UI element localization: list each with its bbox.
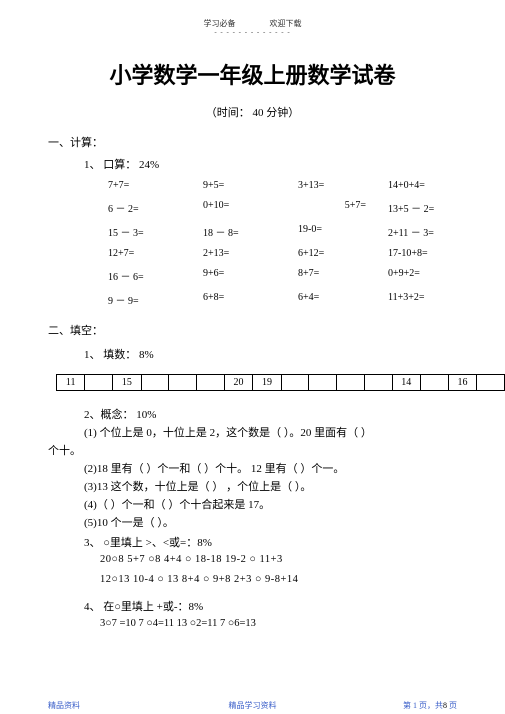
calc-cell: 14+0+4= — [388, 180, 478, 191]
num-cell: 15 — [113, 375, 141, 391]
num-cell: 20 — [224, 375, 252, 391]
calc-cell: 9+5= — [203, 180, 298, 191]
section-1-heading: 一、计算： — [48, 134, 103, 150]
concept-q4: (4)（ ）个一和（ ）个十合起来是 17。 — [84, 496, 484, 512]
ops-row: 3○7 =10 7 ○4=11 13 ○2=11 7 ○6=13 — [100, 618, 256, 629]
calc-cell: 2+11 － 3= — [388, 224, 478, 239]
calc-cell: 6+4= — [298, 292, 388, 307]
compare-row-1: 20○8 5+7 ○8 4+4 ○ 18-18 19-2 ○ 11+3 — [100, 554, 283, 565]
calc-row: 12+7= 2+13= 6+12= 17-10+8= — [108, 248, 478, 259]
calc-cell: 18 － 8= — [203, 224, 298, 239]
calc-grid: 7+7= 9+5= 3+13= 14+0+4= 6 － 2= 0+10= 5+7… — [108, 180, 478, 316]
calc-cell: 0+9+2= — [388, 268, 478, 283]
calc-row: 15 － 3= 18 － 8= 19-0= 2+11 － 3= — [108, 224, 478, 239]
num-cell — [309, 375, 337, 391]
num-cell — [421, 375, 449, 391]
calc-cell: 16 － 6= — [108, 268, 203, 283]
page-subtitle: （时间： 40 分钟） — [0, 104, 505, 120]
num-cell — [281, 375, 309, 391]
concept-q2: (2)18 里有（ ）个一和（ ）个十。 12 里有（ ）个一。 — [84, 460, 484, 476]
calc-cell: 3+13= — [298, 180, 388, 191]
num-cell: 11 — [57, 375, 85, 391]
calc-cell: 13+5 － 2= — [388, 200, 478, 215]
concept-q1: (1) 个位上是 0，十位上是 2，这个数是（ ）。20 里面有（ ） — [84, 424, 484, 440]
section-2-heading: 二、填空： — [48, 322, 103, 338]
calc-cell: 9 － 9= — [108, 292, 203, 307]
calc-cell: 9+6= — [203, 268, 298, 283]
num-cell: 14 — [392, 375, 420, 391]
header-dash: - - - - - - - - - - - - - — [0, 28, 505, 36]
num-cell — [337, 375, 365, 391]
calc-row: 9 － 9= 6+8= 6+4= 11+3+2= — [108, 292, 478, 307]
num-cell: 16 — [448, 375, 476, 391]
calc-cell: 6 － 2= — [108, 200, 203, 215]
num-cell — [477, 375, 505, 391]
calc-cell: 5+7= — [298, 200, 388, 215]
header-right: 欢迎下载 — [270, 19, 302, 28]
num-cell — [197, 375, 225, 391]
concept-q3: (3)13 这个数，十位上是（ ） ，个位上是（ ）。 — [84, 478, 484, 494]
section-1-sub: 1、 口算： 24% — [84, 156, 159, 172]
calc-row: 7+7= 9+5= 3+13= 14+0+4= — [108, 180, 478, 191]
number-sequence-table: 11 15 20 19 14 16 — [56, 374, 505, 391]
concept-heading: 2、概念： 10% — [84, 406, 156, 422]
calc-cell: 19-0= — [298, 224, 388, 239]
page-title: 小学数学一年级上册数学试卷 — [0, 58, 505, 90]
num-cell — [85, 375, 113, 391]
calc-row: 16 － 6= 9+6= 8+7= 0+9+2= — [108, 268, 478, 283]
calc-cell: 17-10+8= — [388, 248, 478, 259]
calc-cell: 15 － 3= — [108, 224, 203, 239]
concept-q5: (5)10 个一是（ ）。 — [84, 514, 484, 530]
calc-cell: 12+7= — [108, 248, 203, 259]
ops-heading: 4、 在○里填上 +或-：8% — [84, 598, 203, 614]
num-cell — [169, 375, 197, 391]
calc-cell: 2+13= — [203, 248, 298, 259]
section-2-sub: 1、 填数： 8% — [84, 346, 154, 362]
calc-cell: 6+12= — [298, 248, 388, 259]
calc-row: 6 － 2= 0+10= 5+7= 13+5 － 2= — [108, 200, 478, 215]
compare-heading: 3、 ○里填上 >、<或=：8% — [84, 534, 212, 550]
compare-row-2: 12○13 10-4 ○ 13 8+4 ○ 9+8 2+3 ○ 9-8+14 — [100, 574, 298, 585]
num-cell — [364, 375, 392, 391]
num-cell: 19 — [253, 375, 281, 391]
concept-q1b: 个十。 — [48, 442, 448, 458]
calc-cell: 11+3+2= — [388, 292, 478, 307]
footer-right: 第 1 页，共8 页 — [403, 700, 457, 711]
num-cell — [141, 375, 169, 391]
calc-cell: 8+7= — [298, 268, 388, 283]
calc-cell: 0+10= — [203, 200, 298, 215]
header-left: 学习必备 — [204, 19, 236, 28]
calc-cell: 6+8= — [203, 292, 298, 307]
calc-cell: 7+7= — [108, 180, 203, 191]
